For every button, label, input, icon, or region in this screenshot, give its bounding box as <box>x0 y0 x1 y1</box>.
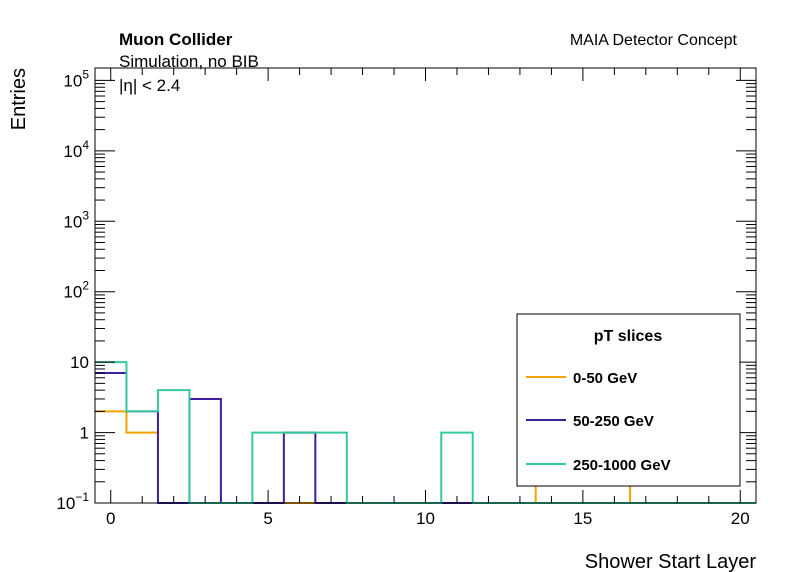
y-axis-title: Entries <box>8 68 30 130</box>
simulation-label: Simulation, no BIB <box>119 52 259 71</box>
x-tick-label: 0 <box>106 509 115 528</box>
y-tick-label: 103 <box>63 208 89 231</box>
x-axis-title: Shower Start Layer <box>585 551 757 572</box>
x-tick-label: 10 <box>416 509 435 528</box>
y-tick-label: 1 <box>80 424 89 443</box>
y-tick-label: 10 <box>70 353 89 372</box>
x-tick-label: 20 <box>731 509 750 528</box>
experiment-label: Muon Collider <box>119 30 233 49</box>
eta-cut-label: |η| < 2.4 <box>119 76 180 95</box>
legend-box <box>516 313 741 487</box>
x-tick-label: 5 <box>263 509 272 528</box>
y-tick-label: 104 <box>63 138 89 161</box>
detector-concept-label: MAIA Detector Concept <box>570 32 738 49</box>
legend-title: pT slices <box>594 328 663 345</box>
legend-label-2: 50-250 GeV <box>573 413 654 430</box>
legend: pT slices 0-50 GeV 50-250 GeV 250-1000 GeV <box>516 313 741 487</box>
y-tick-label: 105 <box>63 67 89 90</box>
legend-label-1: 0-50 GeV <box>573 370 637 387</box>
y-tick-label: 102 <box>63 279 89 302</box>
x-tick-label: 15 <box>573 509 592 528</box>
legend-label-3: 250-1000 GeV <box>573 457 671 474</box>
y-tick-label: 10−1 <box>56 490 89 513</box>
